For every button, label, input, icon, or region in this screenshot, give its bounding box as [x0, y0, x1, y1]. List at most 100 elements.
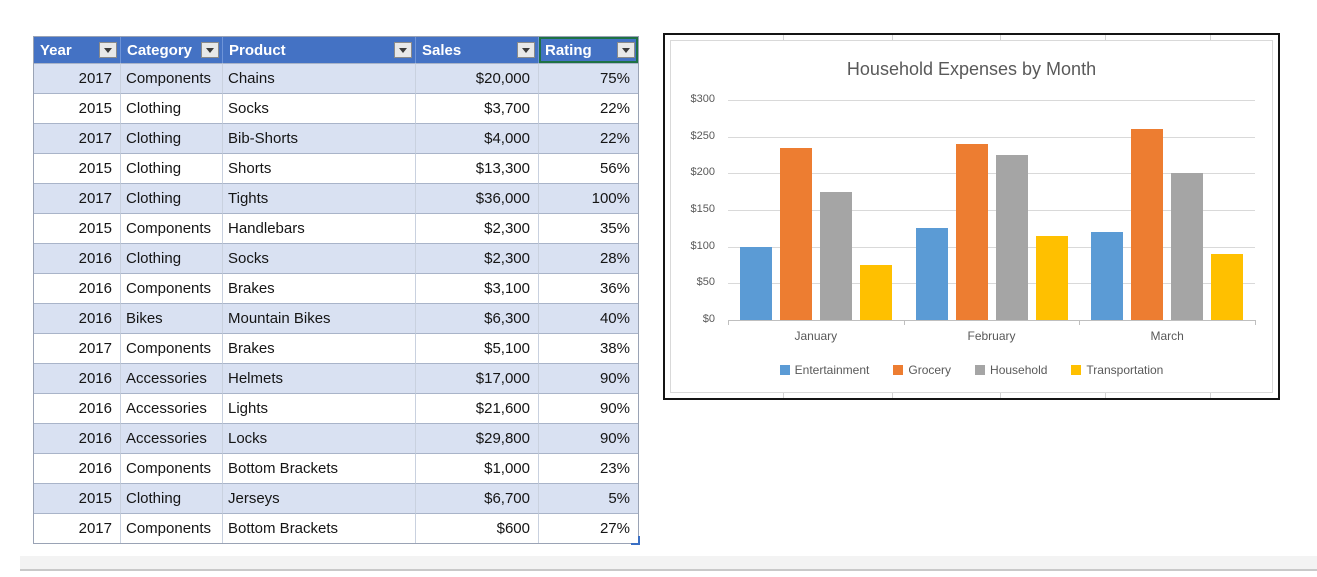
cell-category[interactable]: Components: [121, 213, 223, 243]
column-header-rating[interactable]: Rating: [539, 37, 638, 63]
cell-year[interactable]: 2016: [34, 243, 121, 273]
cell-product[interactable]: Bottom Brackets: [223, 513, 416, 543]
table-resize-handle[interactable]: [631, 536, 640, 545]
cell-category[interactable]: Components: [121, 513, 223, 543]
cell-year[interactable]: 2016: [34, 273, 121, 303]
cell-product[interactable]: Locks: [223, 423, 416, 453]
cell-year[interactable]: 2015: [34, 213, 121, 243]
bar-transportation-february[interactable]: [1035, 235, 1068, 320]
legend-item-grocery[interactable]: Grocery: [893, 363, 951, 377]
cell-year[interactable]: 2017: [34, 513, 121, 543]
cell-category[interactable]: Accessories: [121, 393, 223, 423]
cell-sales[interactable]: $2,300: [416, 243, 539, 273]
cell-rating[interactable]: 56%: [539, 153, 638, 183]
filter-dropdown-button[interactable]: [99, 42, 117, 58]
cell-product[interactable]: Chains: [223, 63, 416, 93]
cell-category[interactable]: Components: [121, 453, 223, 483]
cell-rating[interactable]: 22%: [539, 123, 638, 153]
bar-entertainment-january[interactable]: [739, 246, 772, 320]
cell-product[interactable]: Handlebars: [223, 213, 416, 243]
cell-product[interactable]: Brakes: [223, 273, 416, 303]
cell-product[interactable]: Lights: [223, 393, 416, 423]
cell-category[interactable]: Clothing: [121, 93, 223, 123]
bar-grocery-february[interactable]: [955, 144, 988, 320]
cell-year[interactable]: 2016: [34, 363, 121, 393]
bar-entertainment-march[interactable]: [1091, 232, 1124, 320]
cell-rating[interactable]: 27%: [539, 513, 638, 543]
filter-dropdown-button[interactable]: [617, 42, 635, 58]
cell-year[interactable]: 2015: [34, 153, 121, 183]
cell-category[interactable]: Accessories: [121, 423, 223, 453]
cell-product[interactable]: Bottom Brackets: [223, 453, 416, 483]
filter-dropdown-button[interactable]: [517, 42, 535, 58]
cell-category[interactable]: Clothing: [121, 243, 223, 273]
cell-product[interactable]: Mountain Bikes: [223, 303, 416, 333]
cell-sales[interactable]: $6,700: [416, 483, 539, 513]
cell-rating[interactable]: 35%: [539, 213, 638, 243]
bar-grocery-january[interactable]: [779, 147, 812, 320]
cell-category[interactable]: Accessories: [121, 363, 223, 393]
bar-transportation-january[interactable]: [859, 265, 892, 320]
cell-rating[interactable]: 38%: [539, 333, 638, 363]
cell-sales[interactable]: $20,000: [416, 63, 539, 93]
cell-year[interactable]: 2017: [34, 183, 121, 213]
cell-rating[interactable]: 5%: [539, 483, 638, 513]
cell-sales[interactable]: $21,600: [416, 393, 539, 423]
legend-item-household[interactable]: Household: [975, 363, 1047, 377]
cell-category[interactable]: Clothing: [121, 483, 223, 513]
cell-sales[interactable]: $13,300: [416, 153, 539, 183]
cell-rating[interactable]: 75%: [539, 63, 638, 93]
cell-category[interactable]: Bikes: [121, 303, 223, 333]
cell-sales[interactable]: $2,300: [416, 213, 539, 243]
cell-product[interactable]: Bib-Shorts: [223, 123, 416, 153]
cell-category[interactable]: Components: [121, 273, 223, 303]
column-header-product[interactable]: Product: [223, 37, 416, 63]
cell-sales[interactable]: $29,800: [416, 423, 539, 453]
cell-sales[interactable]: $17,000: [416, 363, 539, 393]
legend-item-entertainment[interactable]: Entertainment: [779, 363, 869, 377]
cell-sales[interactable]: $4,000: [416, 123, 539, 153]
cell-rating[interactable]: 40%: [539, 303, 638, 333]
cell-sales[interactable]: $3,700: [416, 93, 539, 123]
expenses-chart[interactable]: Household Expenses by Month Entertainmen…: [663, 33, 1280, 400]
column-header-category[interactable]: Category: [121, 37, 223, 63]
legend-item-transportation[interactable]: Transportation: [1071, 363, 1163, 377]
cell-year[interactable]: 2015: [34, 93, 121, 123]
cell-year[interactable]: 2017: [34, 63, 121, 93]
cell-rating[interactable]: 90%: [539, 423, 638, 453]
cell-category[interactable]: Components: [121, 63, 223, 93]
cell-rating[interactable]: 36%: [539, 273, 638, 303]
cell-sales[interactable]: $6,300: [416, 303, 539, 333]
cell-rating[interactable]: 28%: [539, 243, 638, 273]
cell-year[interactable]: 2017: [34, 123, 121, 153]
filter-dropdown-button[interactable]: [201, 42, 219, 58]
filter-dropdown-button[interactable]: [394, 42, 412, 58]
cell-product[interactable]: Helmets: [223, 363, 416, 393]
cell-rating[interactable]: 22%: [539, 93, 638, 123]
cell-rating[interactable]: 23%: [539, 453, 638, 483]
cell-year[interactable]: 2016: [34, 303, 121, 333]
bar-household-march[interactable]: [1171, 173, 1204, 320]
cell-year[interactable]: 2016: [34, 453, 121, 483]
bar-household-january[interactable]: [819, 191, 852, 320]
bar-household-february[interactable]: [995, 155, 1028, 320]
cell-product[interactable]: Tights: [223, 183, 416, 213]
cell-category[interactable]: Clothing: [121, 123, 223, 153]
column-header-year[interactable]: Year: [34, 37, 121, 63]
bar-entertainment-february[interactable]: [915, 228, 948, 320]
cell-product[interactable]: Shorts: [223, 153, 416, 183]
cell-year[interactable]: 2016: [34, 393, 121, 423]
cell-category[interactable]: Clothing: [121, 153, 223, 183]
cell-product[interactable]: Socks: [223, 93, 416, 123]
cell-rating[interactable]: 90%: [539, 363, 638, 393]
cell-year[interactable]: 2016: [34, 423, 121, 453]
cell-year[interactable]: 2015: [34, 483, 121, 513]
bar-transportation-march[interactable]: [1211, 254, 1244, 320]
cell-sales[interactable]: $36,000: [416, 183, 539, 213]
cell-sales[interactable]: $600: [416, 513, 539, 543]
cell-sales[interactable]: $3,100: [416, 273, 539, 303]
cell-product[interactable]: Socks: [223, 243, 416, 273]
cell-product[interactable]: Brakes: [223, 333, 416, 363]
bar-grocery-march[interactable]: [1131, 129, 1164, 320]
cell-rating[interactable]: 100%: [539, 183, 638, 213]
